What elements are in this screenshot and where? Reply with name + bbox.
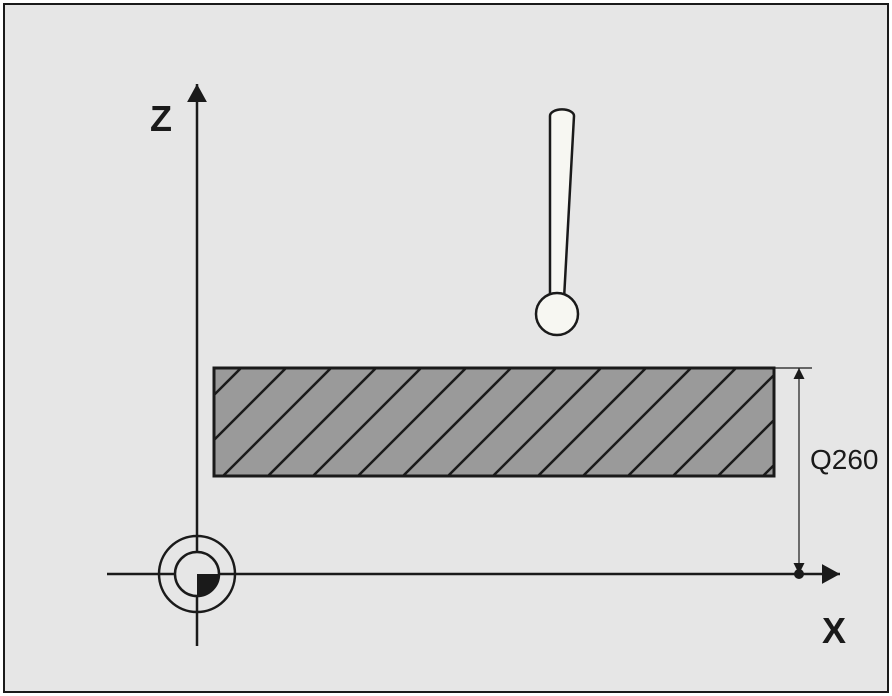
diagram-svg <box>5 5 891 695</box>
z-axis-label: Z <box>150 98 172 140</box>
diagram-frame: Z X Q260 <box>3 3 889 693</box>
dimension-line <box>794 368 805 579</box>
workpiece <box>164 5 824 695</box>
x-axis-label: X <box>822 610 846 652</box>
probe-tool <box>536 109 578 335</box>
dimension-label: Q260 <box>810 444 879 476</box>
